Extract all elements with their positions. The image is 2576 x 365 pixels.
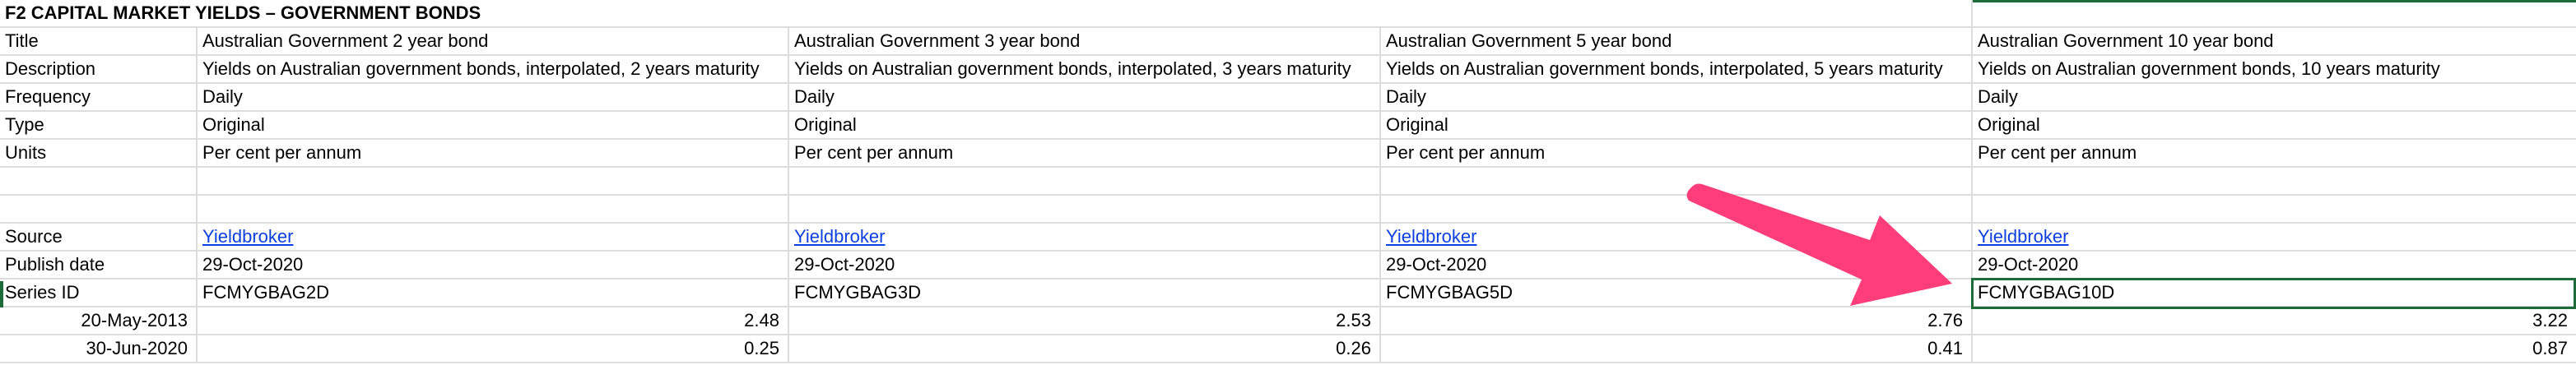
label-units[interactable]: Units bbox=[0, 140, 198, 166]
description-cell[interactable]: Yields on Australian government bonds, i… bbox=[1381, 56, 1973, 82]
active-row-marker bbox=[0, 281, 3, 307]
label-publish-date[interactable]: Publish date bbox=[0, 252, 198, 278]
title-cell[interactable]: Australian Government 5 year bond bbox=[1381, 28, 1973, 54]
row-source: Source Yieldbroker Yieldbroker Yieldbrok… bbox=[0, 224, 2576, 252]
units-cell[interactable]: Per cent per annum bbox=[198, 140, 789, 166]
row-description: Description Yields on Australian governm… bbox=[0, 56, 2576, 84]
cell-empty[interactable] bbox=[1381, 168, 1973, 194]
sheet-title: F2 CAPITAL MARKET YIELDS – GOVERNMENT BO… bbox=[5, 2, 481, 23]
data-row: 20-May-2013 2.48 2.53 2.76 3.22 bbox=[0, 307, 2576, 335]
publish-date-cell[interactable]: 29-Oct-2020 bbox=[1978, 254, 2079, 275]
title-cell[interactable]: Australian Government 10 year bond bbox=[1978, 30, 2274, 51]
description-cell[interactable]: Yields on Australian government bonds, i… bbox=[789, 56, 1381, 82]
cell-empty[interactable] bbox=[198, 196, 789, 222]
units-cell[interactable]: Per cent per annum bbox=[1978, 142, 2137, 163]
row-sheet-title: F2 CAPITAL MARKET YIELDS – GOVERNMENT BO… bbox=[0, 0, 2576, 28]
cell-empty[interactable] bbox=[1973, 0, 2576, 26]
cell-empty[interactable] bbox=[1973, 196, 2576, 222]
title-cell[interactable]: Australian Government 3 year bond bbox=[789, 28, 1381, 54]
frequency-cell[interactable]: Daily bbox=[1381, 84, 1973, 110]
value-cell[interactable]: 0.25 bbox=[198, 335, 789, 362]
frequency-cell[interactable]: Daily bbox=[1978, 86, 2018, 107]
value-cell[interactable]: 2.48 bbox=[198, 307, 789, 334]
row-publish-date: Publish date 29-Oct-2020 29-Oct-2020 29-… bbox=[0, 252, 2576, 280]
value-cell[interactable]: 2.76 bbox=[1381, 307, 1973, 334]
cell-empty[interactable] bbox=[0, 168, 198, 194]
date-cell[interactable]: 30-Jun-2020 bbox=[0, 335, 198, 362]
row-empty bbox=[0, 196, 2576, 224]
label-title[interactable]: Title bbox=[0, 28, 198, 54]
value-cell[interactable]: 2.53 bbox=[789, 307, 1381, 334]
value-cell[interactable]: 3.22 bbox=[2532, 310, 2568, 330]
sheet-title-cell[interactable]: F2 CAPITAL MARKET YIELDS – GOVERNMENT BO… bbox=[0, 0, 1973, 26]
frequency-cell[interactable]: Daily bbox=[789, 84, 1381, 110]
row-title: Title Australian Government 2 year bond … bbox=[0, 28, 2576, 56]
value-cell[interactable]: 0.87 bbox=[2532, 338, 2568, 358]
row-series-id: Series ID FCMYGBAG2D FCMYGBAG3D FCMYGBAG… bbox=[0, 280, 2576, 307]
value-cell[interactable]: 0.26 bbox=[789, 335, 1381, 362]
source-cell[interactable]: Yieldbroker bbox=[1973, 224, 2576, 250]
source-cell[interactable]: Yieldbroker bbox=[198, 224, 789, 250]
series-id-cell[interactable]: FCMYGBAG3D bbox=[789, 280, 1381, 306]
data-row: 30-Jun-2020 0.25 0.26 0.41 0.87 bbox=[0, 335, 2576, 363]
source-link[interactable]: Yieldbroker bbox=[1978, 226, 2069, 247]
cell-empty[interactable] bbox=[789, 196, 1381, 222]
description-cell[interactable]: Yields on Australian government bonds, i… bbox=[198, 56, 789, 82]
publish-date-cell[interactable]: 29-Oct-2020 bbox=[789, 252, 1381, 278]
title-cell[interactable]: Australian Government 2 year bond bbox=[198, 28, 789, 54]
units-cell[interactable]: Per cent per annum bbox=[789, 140, 1381, 166]
frequency-cell[interactable]: Daily bbox=[198, 84, 789, 110]
row-empty bbox=[0, 168, 2576, 196]
selection-top-edge bbox=[1973, 0, 2576, 2]
date-cell[interactable]: 20-May-2013 bbox=[0, 307, 198, 334]
value-cell[interactable]: 0.41 bbox=[1381, 335, 1973, 362]
cell-empty[interactable] bbox=[198, 168, 789, 194]
description-cell[interactable]: Yields on Australian government bonds, 1… bbox=[1978, 58, 2440, 79]
series-id-cell[interactable]: FCMYGBAG2D bbox=[198, 280, 789, 306]
series-id-cell[interactable]: FCMYGBAG5D bbox=[1381, 280, 1973, 306]
label-frequency[interactable]: Frequency bbox=[0, 84, 198, 110]
type-cell[interactable]: Original bbox=[1978, 114, 2040, 135]
row-units: Units Per cent per annum Per cent per an… bbox=[0, 140, 2576, 168]
row-frequency: Frequency Daily Daily Daily Daily bbox=[0, 84, 2576, 112]
cell-empty[interactable] bbox=[1381, 196, 1973, 222]
source-link[interactable]: Yieldbroker bbox=[794, 226, 886, 247]
cell-empty[interactable] bbox=[1973, 168, 2576, 194]
cell-empty[interactable] bbox=[0, 196, 198, 222]
type-cell[interactable]: Original bbox=[1381, 112, 1973, 138]
label-type[interactable]: Type bbox=[0, 112, 198, 138]
cell-empty[interactable] bbox=[789, 168, 1381, 194]
source-link[interactable]: Yieldbroker bbox=[202, 226, 294, 247]
type-cell[interactable]: Original bbox=[789, 112, 1381, 138]
label-source[interactable]: Source bbox=[0, 224, 198, 250]
series-id-cell-selected[interactable]: FCMYGBAG10D bbox=[1978, 282, 2115, 303]
type-cell[interactable]: Original bbox=[198, 112, 789, 138]
label-series-id[interactable]: Series ID bbox=[0, 280, 198, 306]
publish-date-cell[interactable]: 29-Oct-2020 bbox=[198, 252, 789, 278]
label-description[interactable]: Description bbox=[0, 56, 198, 82]
source-cell[interactable]: Yieldbroker bbox=[789, 224, 1381, 250]
units-cell[interactable]: Per cent per annum bbox=[1381, 140, 1973, 166]
source-cell[interactable]: Yieldbroker bbox=[1381, 224, 1973, 250]
source-link[interactable]: Yieldbroker bbox=[1386, 226, 1477, 247]
publish-date-cell[interactable]: 29-Oct-2020 bbox=[1381, 252, 1973, 278]
row-type: Type Original Original Original Original bbox=[0, 112, 2576, 140]
